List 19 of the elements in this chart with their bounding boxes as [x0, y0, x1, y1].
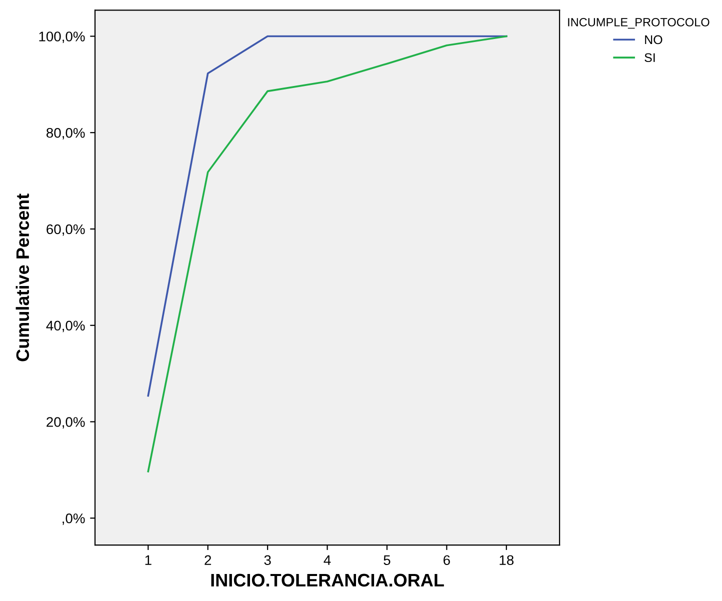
- legend-label: SI: [644, 53, 655, 62]
- x-tick-label: 1: [145, 555, 152, 565]
- x-tick-label: 3: [264, 555, 271, 566]
- y-tick-label: 20,0%: [46, 417, 85, 429]
- y-tick-label: ,0%: [62, 513, 85, 525]
- y-tick-label: 60,0%: [46, 224, 85, 236]
- legend-label: NO: [645, 35, 662, 44]
- x-tick-label: 2: [204, 555, 212, 565]
- x-tick-label: 5: [384, 555, 390, 566]
- legend-title: INCUMPLE_PROTOCOLO: [568, 18, 710, 29]
- y-tick-label: 40,0%: [46, 320, 85, 332]
- x-tick-label: 4: [324, 555, 331, 565]
- y-axis-title: Cumulative Percent: [16, 194, 30, 362]
- x-tick-label: 18: [500, 555, 514, 566]
- line-series: [147, 35, 508, 472]
- y-tick-label: 80,0%: [46, 128, 85, 140]
- y-tick-label: 100,0%: [39, 32, 85, 44]
- x-tick-label: 6: [444, 555, 450, 566]
- x-axis-title: INICIO.TOLERANCIA.ORAL: [211, 574, 444, 587]
